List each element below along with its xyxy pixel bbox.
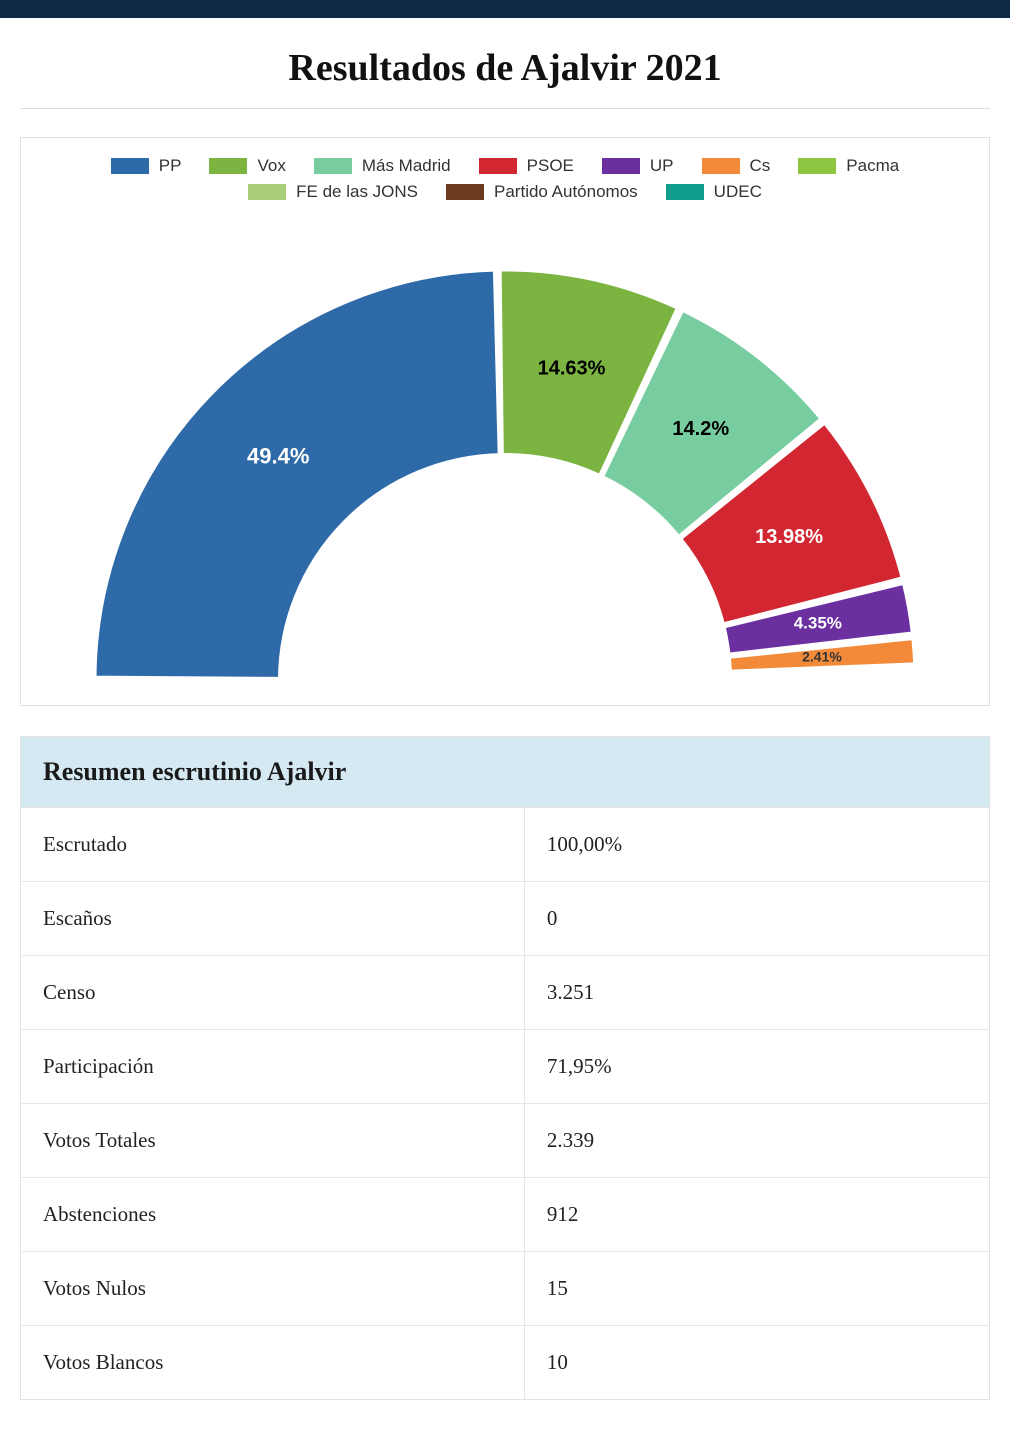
table-row: Votos Totales2.339 [21,1104,989,1178]
slice-label: 2.41% [802,648,842,664]
row-key: Escaños [21,882,524,956]
page-title: Resultados de Ajalvir 2021 [0,46,1010,90]
row-value: 912 [524,1178,989,1252]
legend-item: PSOE [479,156,574,176]
legend-swatch [446,184,484,200]
row-value: 0 [524,882,989,956]
legend-label: Pacma [846,156,899,176]
legend-item: Más Madrid [314,156,451,176]
slice-label: 49.4% [247,443,309,468]
row-key: Escrutado [21,808,524,882]
table-row: Escrutado100,00% [21,808,989,882]
legend-swatch [479,158,517,174]
divider [20,108,990,109]
legend-label: Cs [750,156,771,176]
legend-label: UP [650,156,674,176]
legend-item: UP [602,156,674,176]
row-key: Votos Totales [21,1104,524,1178]
table-row: Votos Blancos10 [21,1326,989,1400]
row-value: 10 [524,1326,989,1400]
summary-header: Resumen escrutinio Ajalvir [21,737,989,808]
legend-label: UDEC [714,182,762,202]
slice-label: 14.2% [672,418,729,440]
legend-label: PSOE [527,156,574,176]
legend-item: UDEC [666,182,762,202]
row-key: Censo [21,956,524,1030]
row-key: Abstenciones [21,1178,524,1252]
slice-label: 14.63% [538,358,606,380]
legend-swatch [314,158,352,174]
legend-item: Pacma [798,156,899,176]
legend-label: FE de las JONS [296,182,418,202]
legend-swatch [666,184,704,200]
legend-swatch [111,158,149,174]
row-value: 71,95% [524,1030,989,1104]
legend-item: Vox [209,156,285,176]
legend-swatch [798,158,836,174]
row-value: 15 [524,1252,989,1326]
legend-label: Vox [257,156,285,176]
legend-label: Más Madrid [362,156,451,176]
legend-item: PP [111,156,182,176]
row-key: Votos Blancos [21,1326,524,1400]
row-value: 2.339 [524,1104,989,1178]
table-row: Censo3.251 [21,956,989,1030]
table-row: Participación71,95% [21,1030,989,1104]
donut-slice [95,270,499,678]
legend-label: Partido Autónomos [494,182,638,202]
row-key: Votos Nulos [21,1252,524,1326]
summary-card: Resumen escrutinio Ajalvir Escrutado100,… [20,736,990,1400]
chart-legend: PP Vox Más Madrid PSOE UP Cs Pacma FE de las JO… [35,156,975,202]
top-bar [0,0,1010,18]
half-donut-chart: 49.4% 14.63% 14.2% 13.98% 4.35% 2.41% [35,210,975,695]
legend-item: Partido Autónomos [446,182,638,202]
table-row: Votos Nulos15 [21,1252,989,1326]
legend-swatch [248,184,286,200]
slice-label: 4.35% [794,614,842,633]
legend-swatch [702,158,740,174]
row-value: 100,00% [524,808,989,882]
chart-card: PP Vox Más Madrid PSOE UP Cs Pacma FE de las JO… [20,137,990,706]
summary-table: Escrutado100,00%Escaños0Censo3.251Partic… [21,808,989,1399]
row-value: 3.251 [524,956,989,1030]
legend-label: PP [159,156,182,176]
table-row: Escaños0 [21,882,989,956]
legend-swatch [209,158,247,174]
page: Resultados de Ajalvir 2021 PP Vox Más Madr… [0,46,1010,1400]
legend-item: FE de las JONS [248,182,418,202]
legend-swatch [602,158,640,174]
table-row: Abstenciones912 [21,1178,989,1252]
slice-label: 13.98% [755,526,823,548]
row-key: Participación [21,1030,524,1104]
legend-item: Cs [702,156,771,176]
